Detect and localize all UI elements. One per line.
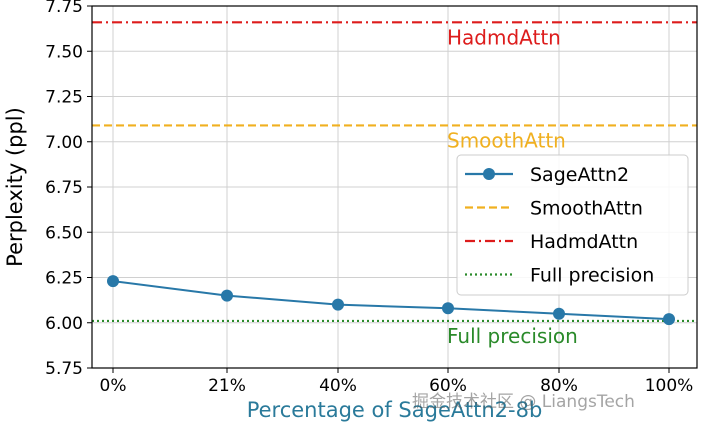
full-precision-line-label: Full precision xyxy=(447,324,578,348)
y-tick-label: 6.00 xyxy=(45,314,83,334)
x-tick-label: 60% xyxy=(429,376,467,396)
y-axis-label: Perplexity (ppl) xyxy=(3,107,27,267)
y-tick-label: 6.25 xyxy=(45,269,83,289)
y-tick-label: 7.50 xyxy=(45,42,83,62)
x-tick-label: 100% xyxy=(645,376,694,396)
reference-lines: SmoothAttn HadmdAttn Full precision xyxy=(92,21,697,348)
data-point xyxy=(107,275,119,288)
x-axis-ticks: 0% 21% 40% 60% 80% 100% xyxy=(100,368,694,396)
x-tick-label: 80% xyxy=(540,376,578,396)
data-point xyxy=(663,313,675,326)
y-tick-label: 7.75 xyxy=(45,0,83,17)
x-tick-label: 40% xyxy=(319,376,357,396)
data-point xyxy=(332,298,344,311)
data-point xyxy=(553,307,565,320)
y-tick-label: 7.00 xyxy=(45,133,83,153)
series-layer xyxy=(107,275,675,326)
legend-label-sageattn2: SageAttn2 xyxy=(530,164,629,186)
y-tick-label: 5.75 xyxy=(45,359,83,379)
legend-label-full-precision: Full precision xyxy=(530,265,654,287)
y-tick-label: 6.75 xyxy=(45,178,83,198)
legend: SageAttn2 SmoothAttn HadmdAttn Full precisi… xyxy=(456,154,689,296)
x-axis-label: Percentage of SageAttn2-8b xyxy=(247,398,543,422)
x-tick-label: 0% xyxy=(100,376,127,396)
y-axis-ticks: 5.75 6.00 6.25 6.50 6.75 7.00 7.25 7.50 7.75 xyxy=(45,0,92,379)
legend-label-smoothattn: SmoothAttn xyxy=(530,198,643,220)
data-point xyxy=(442,302,454,315)
y-tick-label: 6.50 xyxy=(45,223,83,243)
hadmdattn-line-label: HadmdAttn xyxy=(447,25,561,49)
watermark: 掘金技术社区 @ LiangsTech xyxy=(412,392,635,412)
data-point xyxy=(221,289,233,302)
y-tick-label: 7.25 xyxy=(45,88,83,108)
x-tick-label: 21% xyxy=(208,376,246,396)
legend-marker-sageattn2 xyxy=(483,168,495,180)
legend-label-hadmdattn: HadmdAttn xyxy=(530,231,638,253)
series-line-sageattn2 xyxy=(112,280,670,321)
legend-box xyxy=(456,154,689,296)
smoothattn-line-label: SmoothAttn xyxy=(447,128,566,152)
